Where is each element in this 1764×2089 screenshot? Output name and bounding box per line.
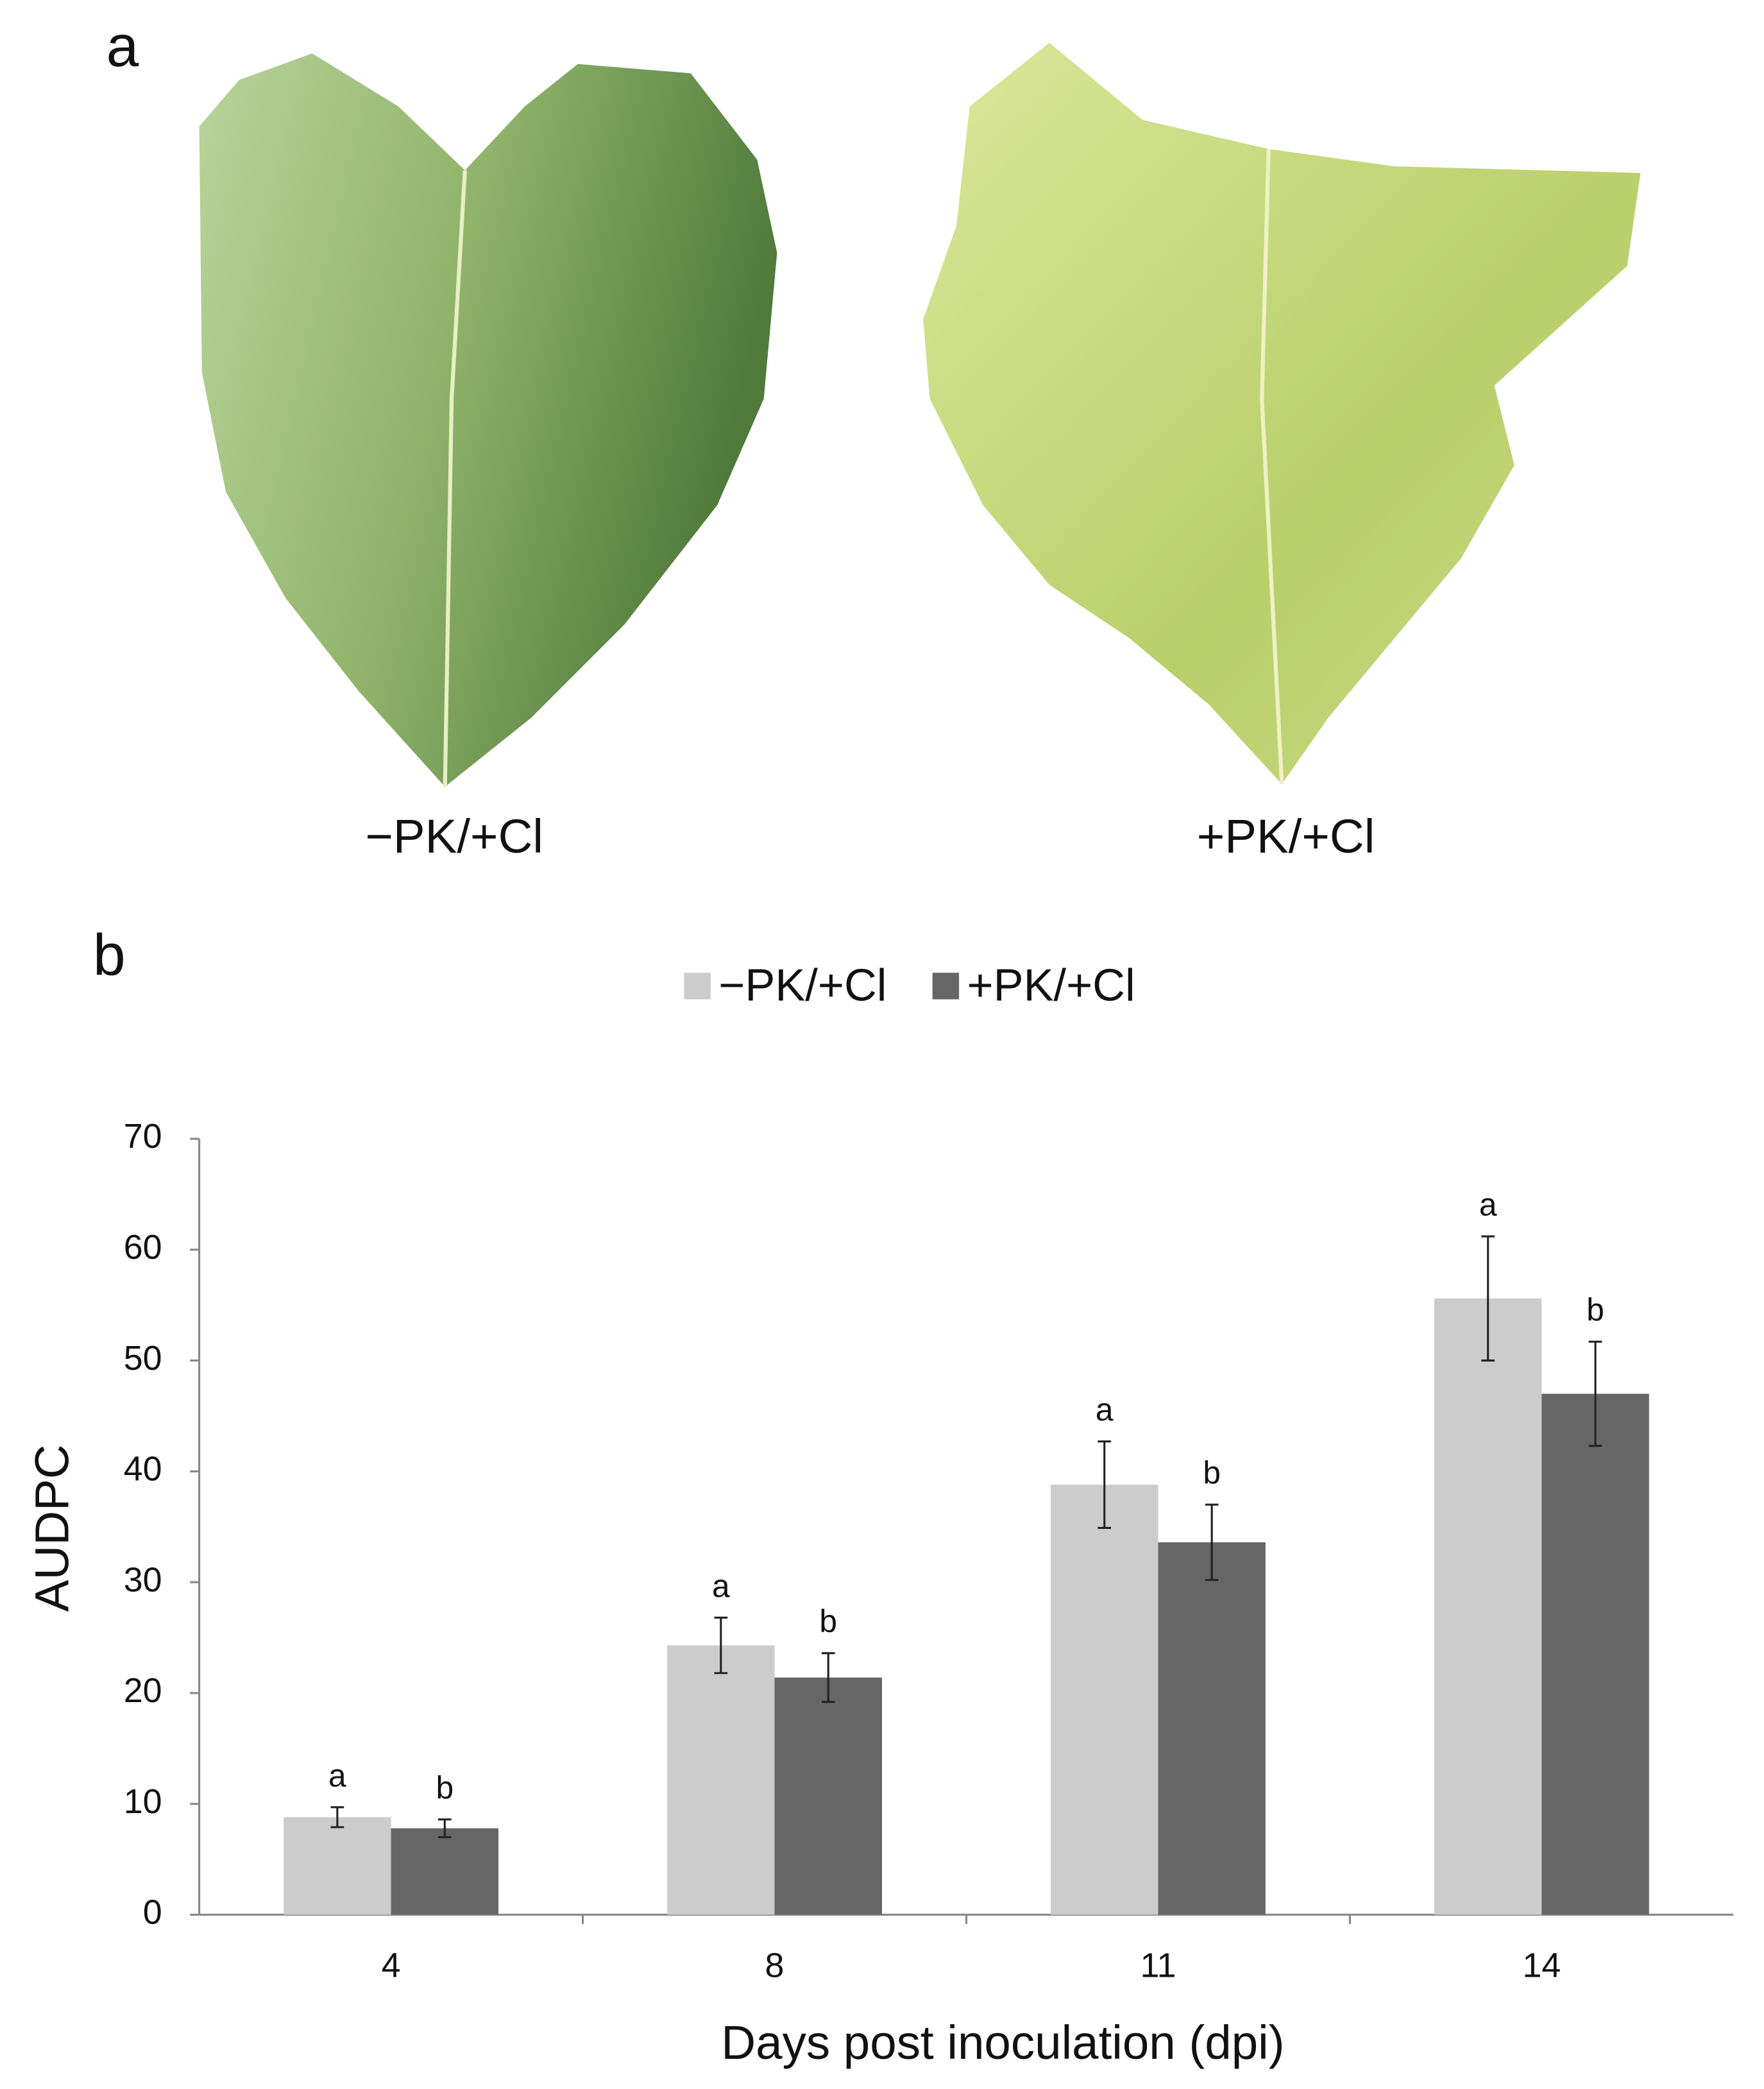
bar — [391, 1828, 499, 1915]
bar — [667, 1645, 775, 1915]
x-tick-label: 11 — [1141, 1946, 1176, 1984]
y-tick-label: 60 — [124, 1228, 162, 1266]
error-bar — [1588, 1340, 1602, 1447]
legend-swatch — [932, 973, 960, 1000]
significance-letter: b — [819, 1603, 837, 1639]
bar — [774, 1677, 882, 1915]
error-bar — [714, 1616, 728, 1675]
significance-letter: b — [436, 1769, 454, 1805]
significance-letter: b — [1203, 1455, 1221, 1491]
error-bar — [437, 1818, 452, 1838]
x-tick-label: 4 — [382, 1946, 401, 1984]
significance-letter: a — [1096, 1392, 1114, 1428]
bar — [1541, 1394, 1649, 1915]
leaf-vein — [1260, 149, 1284, 785]
y-tick-label: 50 — [124, 1339, 162, 1377]
leaf-vein — [443, 170, 467, 787]
y-tick-label: 0 — [143, 1893, 162, 1932]
significance-letter: a — [1479, 1187, 1497, 1223]
significance-letter: b — [1586, 1292, 1604, 1328]
bar — [284, 1817, 391, 1915]
bar — [1051, 1485, 1158, 1915]
x-tick-label: 14 — [1522, 1946, 1561, 1984]
panel-label: a — [106, 14, 139, 79]
leaf-photo — [199, 53, 777, 787]
y-axis-title: AUDPC — [26, 1444, 79, 1612]
significance-letter: a — [712, 1568, 730, 1604]
error-bar — [1098, 1440, 1112, 1529]
y-tick-label: 70 — [124, 1117, 162, 1155]
y-tick-label: 40 — [124, 1450, 162, 1488]
error-bar — [821, 1652, 835, 1703]
legend-swatch — [684, 973, 711, 1000]
panel-label: b — [93, 923, 126, 988]
y-tick-label: 10 — [124, 1782, 162, 1821]
x-axis-title: Days post inoculation (dpi) — [721, 2016, 1284, 2069]
leaf-caption: +PK/+Cl — [1197, 810, 1375, 863]
y-tick-label: 30 — [124, 1560, 162, 1599]
error-bar — [330, 1806, 344, 1829]
legend-label: +PK/+Cl — [967, 960, 1135, 1010]
bar — [1158, 1542, 1266, 1915]
bar — [1434, 1298, 1542, 1915]
significance-letter: a — [328, 1757, 346, 1793]
y-tick-label: 20 — [124, 1671, 162, 1710]
leaf-caption: −PK/+Cl — [365, 810, 543, 863]
error-bar — [1481, 1235, 1495, 1362]
x-tick-label: 8 — [765, 1946, 784, 1984]
error-bar — [1205, 1503, 1219, 1582]
legend-label: −PK/+Cl — [718, 960, 886, 1010]
leaf-photo — [923, 42, 1641, 785]
